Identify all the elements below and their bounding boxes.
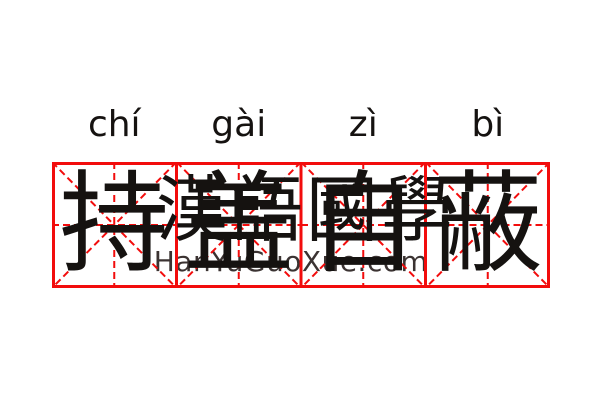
pinyin-row: chí gài zì bì: [52, 100, 550, 148]
character-cell-3: 自: [308, 164, 419, 286]
grid-cell-1: [52, 162, 178, 288]
pinyin-syllable-4: bì: [471, 103, 505, 145]
character-cell-2: 盖: [183, 164, 294, 286]
pinyin-syllable-1: chí: [87, 103, 141, 145]
pinyin-syllable-3: zì: [348, 103, 378, 145]
grid-cell-3: [300, 162, 427, 288]
watermark-site-url: HanYuGuoXue.com: [153, 245, 429, 278]
grid-borders: [52, 162, 550, 288]
grid-cell-4: [424, 162, 550, 288]
watermark-brand-name: 漢語國學: [155, 171, 456, 251]
grid-cell-2: [175, 162, 302, 288]
characters-row: 持 盖 自 蔽: [52, 162, 550, 288]
character-cell-4: 蔽: [432, 164, 543, 286]
character-cell-1: 持: [59, 164, 170, 286]
mi-zi-ge-grid: [52, 162, 550, 288]
pinyin-syllable-2: gài: [211, 103, 267, 145]
